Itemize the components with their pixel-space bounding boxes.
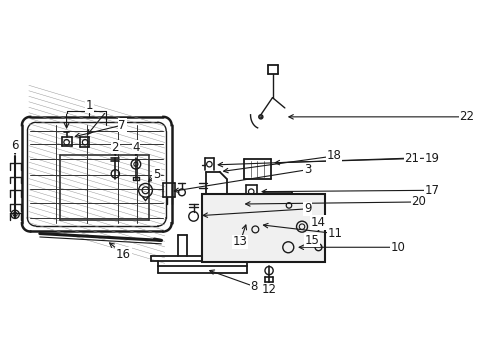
Text: 5: 5 xyxy=(153,168,160,181)
Text: 19: 19 xyxy=(424,152,439,165)
Text: 21: 21 xyxy=(404,152,419,165)
Text: 7: 7 xyxy=(118,118,126,132)
Text: 12: 12 xyxy=(261,283,276,296)
Text: 22: 22 xyxy=(458,111,473,123)
Bar xyxy=(202,194,324,262)
Text: 3: 3 xyxy=(303,163,310,176)
Text: 14: 14 xyxy=(310,216,325,229)
Text: 2: 2 xyxy=(111,140,119,154)
Text: 10: 10 xyxy=(390,241,405,254)
Text: 4: 4 xyxy=(132,140,140,154)
Text: 17: 17 xyxy=(424,184,439,197)
Text: 16: 16 xyxy=(116,248,131,261)
Text: 15: 15 xyxy=(304,234,319,247)
Text: 20: 20 xyxy=(410,195,425,208)
Text: 9: 9 xyxy=(303,202,311,215)
Text: 8: 8 xyxy=(250,280,257,293)
Text: 18: 18 xyxy=(326,149,341,162)
Text: 13: 13 xyxy=(232,235,247,248)
Text: 6: 6 xyxy=(11,139,19,152)
Text: 11: 11 xyxy=(327,227,342,240)
Text: 1: 1 xyxy=(85,99,93,112)
